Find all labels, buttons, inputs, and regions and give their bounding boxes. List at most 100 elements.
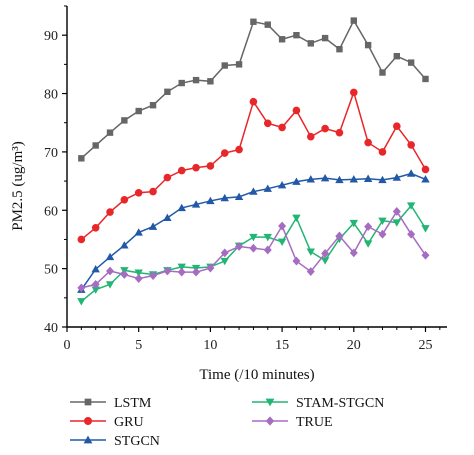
x-axis-ticks: 0 5 10 15 20 25 xyxy=(64,327,441,353)
data-point xyxy=(249,97,258,106)
data-point xyxy=(307,40,314,47)
data-point xyxy=(106,129,114,136)
data-point xyxy=(207,78,214,85)
data-point xyxy=(421,175,430,183)
data-point xyxy=(120,270,129,279)
data-point xyxy=(422,75,429,83)
data-point xyxy=(77,298,86,306)
data-point xyxy=(407,229,416,239)
data-point xyxy=(364,222,373,232)
data-point xyxy=(263,245,272,255)
data-point xyxy=(178,79,185,87)
data-point xyxy=(363,240,373,248)
series-stam-stgcn xyxy=(77,202,430,306)
x-tick-label: 5 xyxy=(135,338,142,353)
x-tick-label: 20 xyxy=(347,338,361,353)
data-point xyxy=(321,34,329,42)
legend-label: STAM-STGCN xyxy=(296,396,384,411)
data-point xyxy=(149,102,157,109)
legend-label: LSTM xyxy=(114,396,152,411)
data-point xyxy=(278,123,286,132)
data-point xyxy=(349,219,358,228)
data-point xyxy=(407,141,415,149)
data-point xyxy=(91,279,100,289)
legend-marker xyxy=(265,398,275,407)
data-point xyxy=(350,17,357,24)
y-tick-label: 90 xyxy=(44,29,58,44)
series-gru xyxy=(77,88,430,244)
data-point xyxy=(192,267,201,277)
legend: LSTM STAM-STGCN GRU TRUE STGCN xyxy=(70,396,384,449)
data-point xyxy=(292,177,301,185)
data-point xyxy=(249,233,258,242)
legend-item: GRU xyxy=(70,415,144,430)
x-tick-label: 25 xyxy=(418,338,432,353)
y-tick-label: 40 xyxy=(44,321,58,336)
series-line xyxy=(80,204,427,302)
legend-item: STGCN xyxy=(70,434,160,449)
legend-marker xyxy=(84,398,92,406)
series-lstm xyxy=(78,17,429,162)
x-tick-label: 0 xyxy=(64,338,71,353)
data-point xyxy=(134,188,143,197)
data-point xyxy=(164,88,171,95)
data-point xyxy=(163,173,172,182)
series-stgcn xyxy=(77,169,430,293)
legend-label: STGCN xyxy=(114,434,160,449)
data-point xyxy=(335,175,344,184)
x-tick-label: 15 xyxy=(275,338,289,353)
data-point xyxy=(277,238,287,246)
data-point xyxy=(306,175,315,183)
legend-marker xyxy=(84,417,92,425)
data-point xyxy=(292,106,301,115)
data-point xyxy=(192,76,200,84)
data-point xyxy=(421,165,430,174)
data-point xyxy=(306,267,315,276)
data-point xyxy=(220,193,229,202)
data-point xyxy=(105,281,115,289)
data-point xyxy=(105,252,115,261)
data-point xyxy=(120,195,129,204)
x-axis-label: Time (/10 minutes) xyxy=(199,367,314,383)
legend-item: STAM-STGCN xyxy=(252,396,384,411)
data-point xyxy=(135,107,142,115)
data-point xyxy=(378,229,387,239)
data-point xyxy=(363,174,373,182)
data-point xyxy=(407,59,415,66)
data-point xyxy=(378,148,387,156)
legend-label: TRUE xyxy=(296,415,333,430)
data-point xyxy=(121,117,128,124)
data-point xyxy=(177,203,186,212)
data-point xyxy=(392,219,402,227)
data-point xyxy=(335,231,344,241)
data-point xyxy=(421,225,430,233)
data-point xyxy=(206,263,215,273)
data-point xyxy=(91,286,100,294)
data-point xyxy=(321,249,330,258)
data-point xyxy=(91,265,100,273)
legend-marker xyxy=(83,435,93,444)
data-point xyxy=(120,241,129,249)
data-point xyxy=(364,41,372,49)
data-point xyxy=(220,248,229,258)
data-point xyxy=(106,266,115,276)
data-point xyxy=(392,207,401,216)
data-point xyxy=(77,235,86,244)
plot-frame xyxy=(66,6,447,328)
legend-item: TRUE xyxy=(252,415,333,430)
data-point xyxy=(134,269,143,277)
data-point xyxy=(91,223,100,232)
data-point xyxy=(349,88,358,97)
data-point xyxy=(293,31,300,39)
data-point xyxy=(278,221,287,231)
data-point xyxy=(149,187,157,196)
data-point xyxy=(134,274,143,283)
data-point xyxy=(106,208,114,216)
data-point xyxy=(406,202,416,210)
data-point xyxy=(77,283,86,293)
y-axis-label: PM2.5 (ug/m³) xyxy=(10,141,26,231)
series-layer xyxy=(77,17,430,306)
data-point xyxy=(177,267,186,277)
y-tick-label: 50 xyxy=(44,263,58,278)
data-point xyxy=(191,200,201,208)
